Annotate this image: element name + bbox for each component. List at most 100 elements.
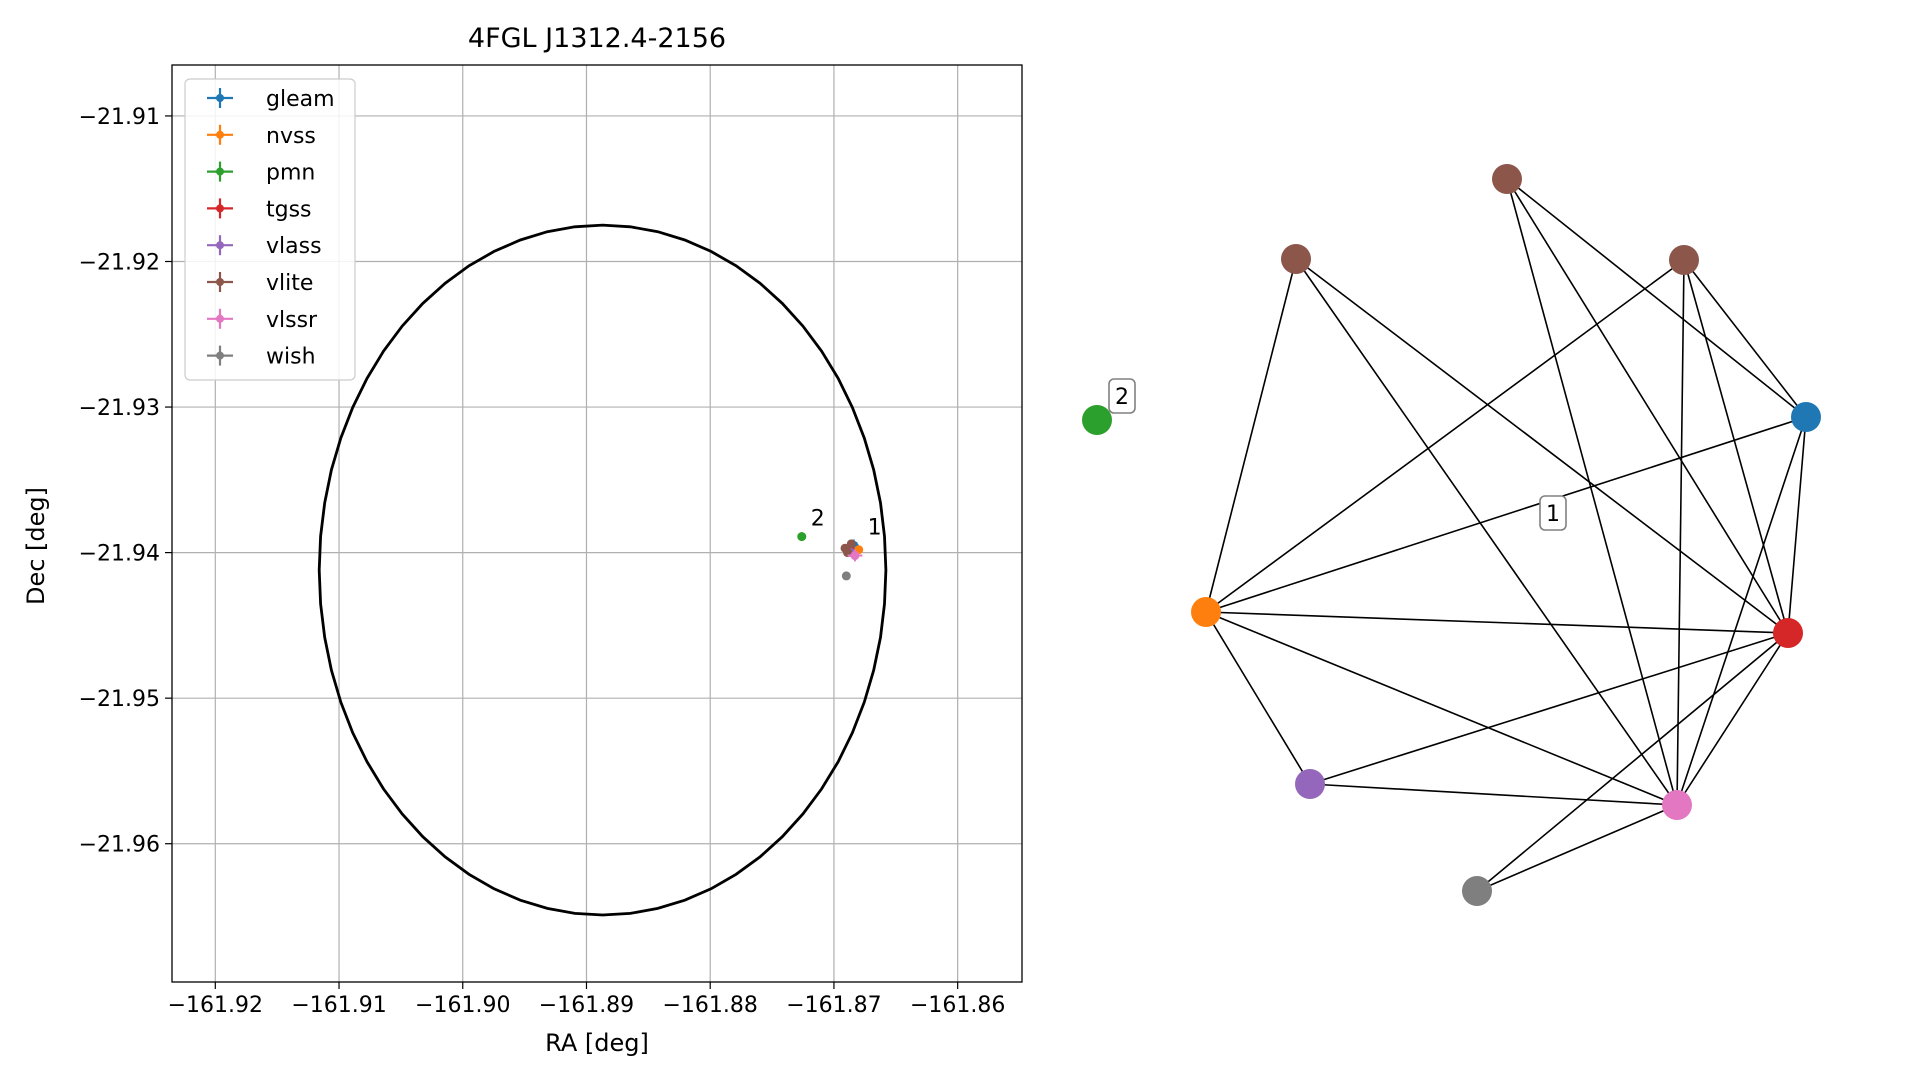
node-vlssr [1662,790,1692,820]
x-axis-label: RA [deg] [545,1029,649,1057]
series-vlssr [847,549,863,562]
y-axis-label: Dec [deg] [22,487,50,605]
node-gleam [1791,402,1821,432]
network-edge [1205,611,1311,785]
legend-marker-dot [216,204,224,213]
legend-box [184,78,356,381]
point-annotation: 2 [811,507,825,532]
network-edge [1506,178,1807,418]
data-point [841,571,851,581]
network-edge [1506,178,1789,634]
legend-item-vlass: vlass [207,234,322,259]
point-annotation: 1 [868,515,882,540]
cluster-label-box [1539,495,1567,531]
network-edge [1683,259,1789,634]
x-tick-label: −161.87 [786,993,881,1018]
node-vlass [1295,769,1325,799]
x-tick-label: −161.88 [662,993,757,1018]
legend-label: tgss [266,197,312,222]
cluster-label-box [1108,378,1136,414]
cluster-labels: 21 [1108,378,1567,531]
legend: gleam nvss pmn tgss vlass vlite vlssr wish [184,78,356,381]
series-vlite [840,539,856,558]
network-edge [1506,178,1678,806]
legend-item-pmn: pmn [207,161,315,186]
node-wish [1462,876,1492,906]
legend-marker-dot [216,241,224,250]
y-ticks: −21.91 −21.92 −21.93 −21.94 −21.95 −21.96 [79,105,172,858]
y-tick-label: −21.91 [79,105,160,130]
network-edge [1683,259,1807,418]
network-edge [1295,258,1678,806]
node-vlite_c [1669,245,1699,275]
network-edge [1676,632,1789,806]
x-tick-label: −161.92 [168,993,263,1018]
network-edge [1205,259,1685,613]
legend-marker-dot [216,94,224,102]
network-edge [1205,611,1678,806]
x-tick-label: −161.89 [539,993,634,1018]
x-tick-label: −161.91 [291,993,386,1018]
y-tick-label: −21.95 [79,687,160,712]
network-edge [1205,611,1789,634]
network-edge [1676,416,1807,806]
cluster-label-2: 2 [1108,378,1136,414]
network-edge [1476,632,1789,892]
uncertainty-ellipse [317,223,888,917]
cluster-label-text: 2 [1115,385,1129,410]
node-pmn [1082,405,1112,435]
ellipse-outline [317,223,888,917]
series-wish [841,571,851,581]
data-point [797,532,807,542]
network-edge [1205,416,1807,613]
network-edge [1787,416,1807,634]
legend-item-wish: wish [207,345,316,370]
legend-label: vlass [266,234,322,259]
legend-marker-dot [216,130,224,139]
cluster-label-text: 1 [1546,502,1560,527]
legend-item-gleam: gleam [207,87,335,112]
legend-marker-dot [216,351,224,360]
x-tick-label: −161.86 [910,993,1005,1018]
y-tick-label: −21.94 [79,542,160,567]
node-tgss [1773,618,1803,648]
node-nvss [1191,597,1221,627]
network-panel: 21 [1082,164,1821,906]
network-edge [1676,259,1685,806]
data-points [797,532,864,581]
series-pmn [797,532,807,542]
node-vlite_b [1281,244,1311,274]
legend-label: vlite [266,271,313,296]
legend-item-tgss: tgss [207,197,312,222]
network-edge [1295,258,1789,634]
plot-frame [171,64,1023,983]
legend-label: pmn [266,161,315,186]
y-tick-label: −21.96 [79,833,160,858]
x-tick-label: −161.90 [415,993,510,1018]
network-edge [1205,258,1297,613]
cluster-label-1: 1 [1539,495,1567,531]
y-tick-label: −21.92 [79,251,160,276]
data-point [850,551,860,561]
y-tick-label: −21.93 [79,396,160,421]
network-edges [1205,178,1807,892]
network-edge [1309,632,1789,785]
x-ticks: −161.92 −161.91 −161.90 −161.89 −161.88 −161.… [168,982,1005,1018]
legend-marker-dot [216,314,224,323]
legend-marker-dot [216,278,224,286]
chart-title: 4FGL J1312.4-2156 [468,23,726,54]
node-vlite_a [1492,164,1522,194]
legend-item-nvss: nvss [207,124,316,149]
legend-label: nvss [266,124,316,149]
legend-label: gleam [266,87,335,112]
legend-marker-dot [216,167,224,176]
network-edge [1476,804,1678,892]
network-nodes [1082,164,1821,906]
legend-item-vlite: vlite [207,271,313,296]
legend-item-vlssr: vlssr [207,308,318,333]
legend-label: vlssr [266,308,318,333]
legend-label: wish [266,345,316,370]
network-edge [1309,783,1678,806]
